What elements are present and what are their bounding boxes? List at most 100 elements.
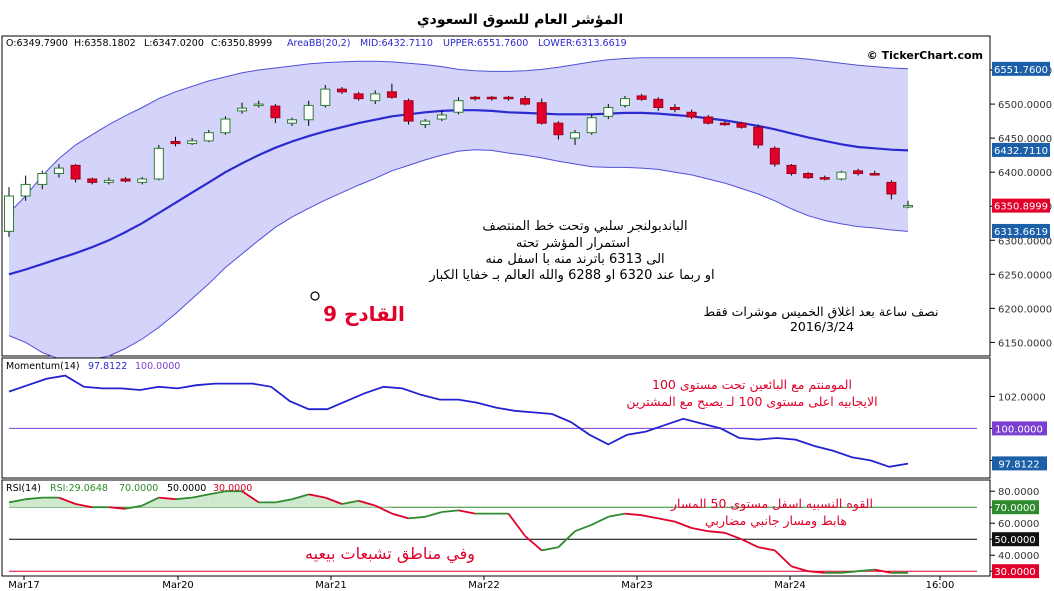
rsi-segment — [8, 498, 26, 504]
rsi-segment — [557, 530, 576, 548]
candle-down — [170, 141, 181, 145]
candle-down — [769, 147, 780, 165]
annotation-line-2: استمرار المؤشر تحته — [516, 236, 630, 251]
price-tick-label: 6400.0000 — [998, 168, 1052, 179]
ohlc-low: L:6347.0200 — [144, 38, 204, 49]
momentum-tag-bg — [992, 456, 1047, 471]
candle-down — [336, 88, 347, 93]
rsi-segment — [208, 490, 226, 496]
note-time: نصف ساعة بعد اغلاق الخميس موشرات فقط — [704, 304, 939, 320]
candle-up — [303, 104, 314, 121]
rsi-mid: 50.0000 — [167, 483, 206, 494]
candle — [403, 98, 414, 125]
rsi-segment — [691, 527, 709, 533]
candle-up — [187, 140, 198, 145]
candle — [4, 187, 14, 237]
marker-circle — [310, 291, 320, 301]
candle — [70, 164, 81, 183]
candle-down — [719, 122, 730, 126]
price-tick-label: 6450.0000 — [998, 134, 1052, 145]
rsi-segment — [408, 515, 426, 520]
candle — [137, 176, 148, 185]
rsi-ob-fill — [242, 491, 259, 508]
rsi-panel[interactable] — [1, 479, 991, 577]
candle — [853, 168, 864, 176]
candle — [436, 110, 447, 122]
momentum-panel[interactable] — [1, 357, 991, 479]
candle — [869, 170, 880, 176]
price-tag-bg — [992, 198, 1050, 213]
candle — [786, 164, 797, 176]
candle — [87, 177, 98, 185]
rsi-segment — [524, 535, 543, 552]
momentum-tag-label: 97.8122 — [998, 459, 1039, 470]
candle-down — [503, 96, 514, 100]
candle-down — [270, 105, 281, 119]
candle-layer — [4, 83, 913, 237]
candle — [619, 95, 630, 108]
candle — [886, 180, 897, 200]
candle-up — [37, 173, 48, 185]
price-tag-bg — [992, 61, 1050, 76]
price-tick-label: 6250.0000 — [998, 270, 1052, 281]
rsi-segment — [191, 493, 209, 499]
candle-down — [803, 173, 814, 179]
candle — [386, 83, 397, 99]
price-tag-bg — [992, 223, 1050, 238]
rsi-ob-fill — [175, 497, 193, 508]
candle-up — [103, 179, 114, 183]
momentum-tag-label: 100.0000 — [995, 424, 1043, 435]
candle-down — [403, 100, 414, 122]
rsi-value: RSI:29.0648 — [50, 483, 108, 494]
ohlc-open: O:6349.7900 — [6, 38, 68, 49]
candle — [37, 170, 48, 190]
note-date: 2016/3/24 — [790, 319, 854, 334]
rsi-note-2: هابط ومسار جانبي مضاربي — [705, 513, 847, 529]
candle-up — [570, 132, 581, 139]
candle-down — [386, 91, 397, 98]
rsi-segment — [791, 565, 809, 573]
candle — [819, 175, 830, 181]
price-tag-bg — [992, 142, 1050, 157]
candle — [520, 95, 531, 106]
candle — [120, 176, 131, 183]
rsi-segment — [75, 503, 93, 509]
candle — [170, 136, 181, 147]
rsi-ob-fill — [225, 491, 243, 508]
candle — [20, 175, 31, 201]
rsi-ob-fill — [258, 502, 276, 508]
rsi-segment — [374, 504, 393, 515]
candle-up — [370, 93, 381, 102]
candle — [753, 124, 764, 149]
bb-mid-label: MID:6432.7110 — [360, 38, 433, 49]
candle-up — [836, 171, 847, 180]
rsi-tag-label: 70.0000 — [994, 503, 1035, 514]
candle-down — [653, 98, 664, 108]
price-tick-label: 6300.0000 — [998, 236, 1052, 247]
candle-down — [819, 177, 830, 180]
candle-down — [886, 181, 897, 195]
candle — [669, 104, 680, 113]
candle — [486, 95, 497, 101]
rsi-segment — [241, 490, 260, 504]
rsi-ob-fill — [275, 499, 293, 508]
rsi-segment — [341, 499, 359, 505]
candle-up — [287, 119, 298, 124]
candle — [703, 114, 714, 125]
candle-up — [420, 120, 431, 126]
candle — [603, 104, 614, 120]
annotation-line-1: الباندبولنجر سلبي وتحت خط المنتصف — [482, 219, 687, 234]
annotation-line-3: الى 6313 باترند منه با اسفل منه — [485, 252, 664, 267]
candle-down — [120, 178, 131, 182]
bollinger-annotation: الباندبولنجر سلبي وتحت خط المنتصف استمرا… — [428, 219, 714, 283]
annotation-line-4: او ربما عند 6320 او 6288 والله العالم بـ… — [428, 268, 714, 283]
candle — [237, 102, 248, 114]
candle — [736, 121, 747, 129]
momentum-tick-label: 102.0000 — [998, 392, 1046, 403]
price-axis: 6550.00006500.00006450.00006400.00006350… — [990, 61, 1052, 349]
rsi-tag-bg — [992, 500, 1039, 515]
momentum-line — [8, 374, 909, 468]
candle — [353, 91, 364, 101]
momentum-value: 97.8122 — [88, 361, 127, 372]
